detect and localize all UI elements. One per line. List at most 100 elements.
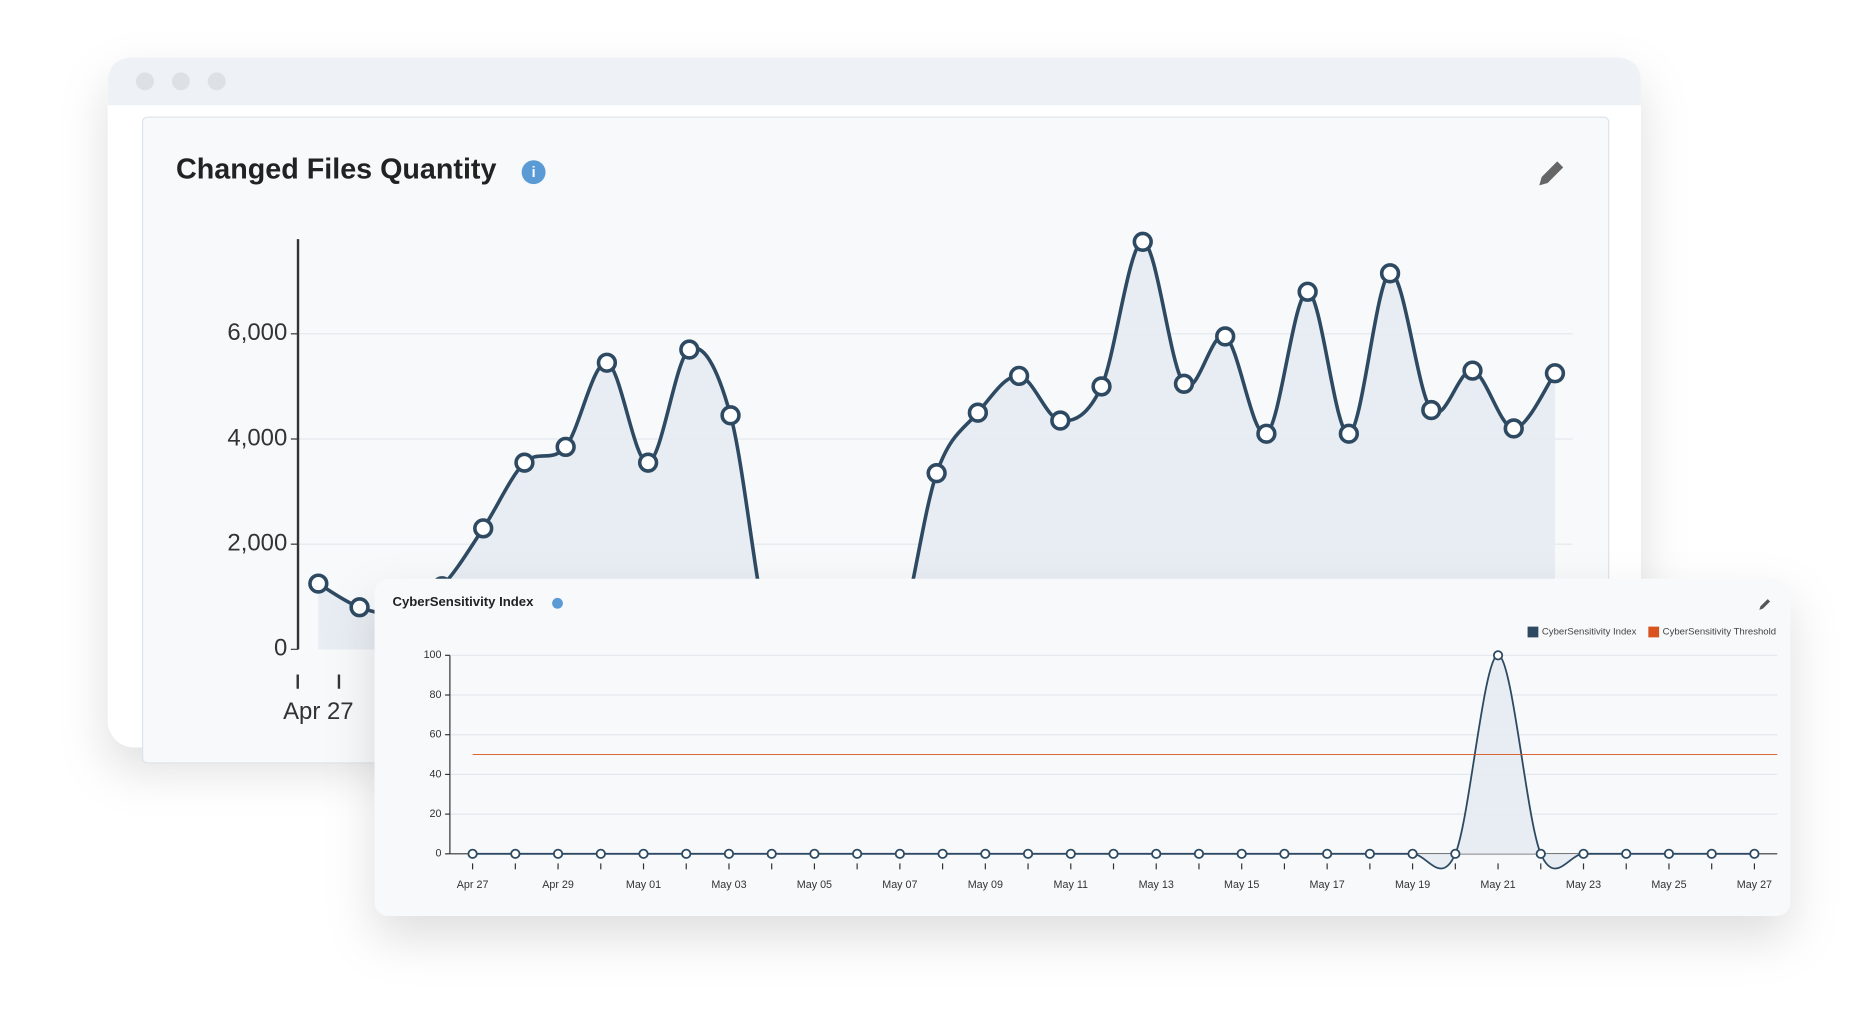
marker — [967, 402, 989, 423]
window-dot — [171, 72, 190, 91]
marker — [514, 452, 535, 473]
x-tick-label: May 11 — [1054, 879, 1088, 891]
marker — [1297, 281, 1318, 302]
chart-title: Changed Files Quantity — [176, 154, 496, 186]
marker — [638, 848, 649, 859]
marker — [349, 597, 370, 618]
marker — [1578, 848, 1589, 859]
marker — [1256, 423, 1277, 444]
info-icon[interactable] — [521, 160, 546, 185]
x-tick-label: May 03 — [711, 879, 746, 891]
marker — [1706, 848, 1717, 859]
marker — [1173, 373, 1195, 394]
marker — [467, 848, 478, 859]
y-tick-label: 2,000 — [227, 529, 287, 556]
x-tick-label: May 01 — [626, 879, 661, 891]
marker — [1749, 848, 1760, 859]
chart-2: 0 20 40 60 80 100 Apr 27 Apr 29 May 01 May 03 May … — [424, 627, 1778, 891]
marker — [926, 463, 947, 484]
chart-title: CyberSensitivity Index — [392, 594, 534, 609]
marker — [723, 848, 735, 859]
marker — [1450, 848, 1461, 859]
marker — [596, 352, 618, 373]
area — [318, 241, 1555, 667]
marker — [1008, 365, 1030, 387]
legend-swatch — [1527, 626, 1539, 638]
marker — [720, 405, 741, 426]
marker — [1407, 848, 1418, 859]
marker — [1503, 418, 1524, 439]
marker — [1338, 423, 1360, 444]
y-tick-label: 0 — [436, 848, 442, 860]
card-frame — [374, 578, 1791, 917]
legend-label: CyberSensitivity Threshold — [1663, 627, 1776, 638]
x-tick-label: May 25 — [1651, 879, 1686, 891]
x-tick-label: May 19 — [1395, 879, 1430, 891]
card: CyberSensitivity Index 0 20 40 60 80 100 Apr 2… — [374, 578, 1791, 917]
marker — [510, 848, 521, 859]
marker — [1663, 848, 1675, 859]
x-tick-label: May 23 — [1566, 879, 1601, 891]
marker — [766, 848, 777, 859]
chart-1: 0 2,000 4,000 6,000 Apr 27 — [227, 231, 1573, 725]
edit-icon[interactable] — [1759, 599, 1771, 610]
marker — [555, 436, 576, 458]
info-icon-glyph: i — [532, 165, 536, 181]
marker — [473, 518, 494, 539]
marker — [1215, 326, 1236, 347]
area — [472, 655, 1755, 869]
marker — [1322, 848, 1333, 859]
marker — [894, 848, 905, 859]
marker — [308, 573, 329, 594]
x-tick-label: May 21 — [1480, 879, 1515, 891]
marker — [1151, 848, 1162, 859]
marker — [1279, 848, 1290, 859]
marker — [1065, 848, 1076, 859]
marker — [1132, 231, 1153, 252]
x-tick-label: May 27 — [1737, 879, 1772, 891]
x-tick-label: May 15 — [1224, 879, 1259, 891]
x-tick-label: Apr 27 — [283, 698, 353, 725]
marker — [1621, 848, 1632, 859]
marker — [1050, 410, 1071, 431]
x-tick-label: May 09 — [968, 879, 1003, 891]
legend-swatch — [1648, 626, 1660, 638]
marker — [1108, 848, 1119, 859]
marker — [1421, 399, 1442, 421]
y-tick-label: 20 — [430, 808, 442, 820]
y-tick-label: 100 — [424, 649, 442, 661]
x-tick-label: May 17 — [1310, 879, 1345, 891]
y-tick-label: 80 — [430, 689, 442, 701]
y-tick-label: 6,000 — [227, 319, 287, 346]
x-tick-label: May 07 — [882, 879, 917, 891]
marker — [679, 339, 700, 360]
marker — [1091, 376, 1112, 397]
y-tick-label: 60 — [430, 729, 442, 741]
marker — [637, 452, 659, 473]
marker — [681, 848, 692, 859]
marker — [1193, 848, 1205, 859]
marker — [1236, 848, 1247, 859]
x-tick-label: Apr 27 — [457, 879, 489, 891]
window-dot — [207, 72, 226, 91]
marker — [980, 848, 991, 859]
marker — [852, 848, 863, 859]
marker — [809, 848, 820, 859]
window-dot — [135, 72, 154, 91]
y-tick-label: 0 — [274, 635, 287, 662]
marker — [1022, 848, 1034, 859]
marker — [1364, 848, 1375, 859]
marker — [1544, 363, 1566, 384]
marker — [1492, 650, 1504, 661]
title-bar — [107, 57, 1641, 106]
marker — [1379, 263, 1401, 284]
marker — [595, 848, 606, 859]
x-tick-label: Apr 29 — [542, 879, 574, 891]
legend-label: CyberSensitivity Index — [1542, 627, 1637, 638]
marker — [552, 848, 564, 859]
edit-icon[interactable] — [1539, 161, 1564, 186]
info-icon[interactable] — [552, 597, 563, 609]
marker — [1462, 360, 1483, 381]
x-tick-label: May 13 — [1139, 879, 1174, 891]
